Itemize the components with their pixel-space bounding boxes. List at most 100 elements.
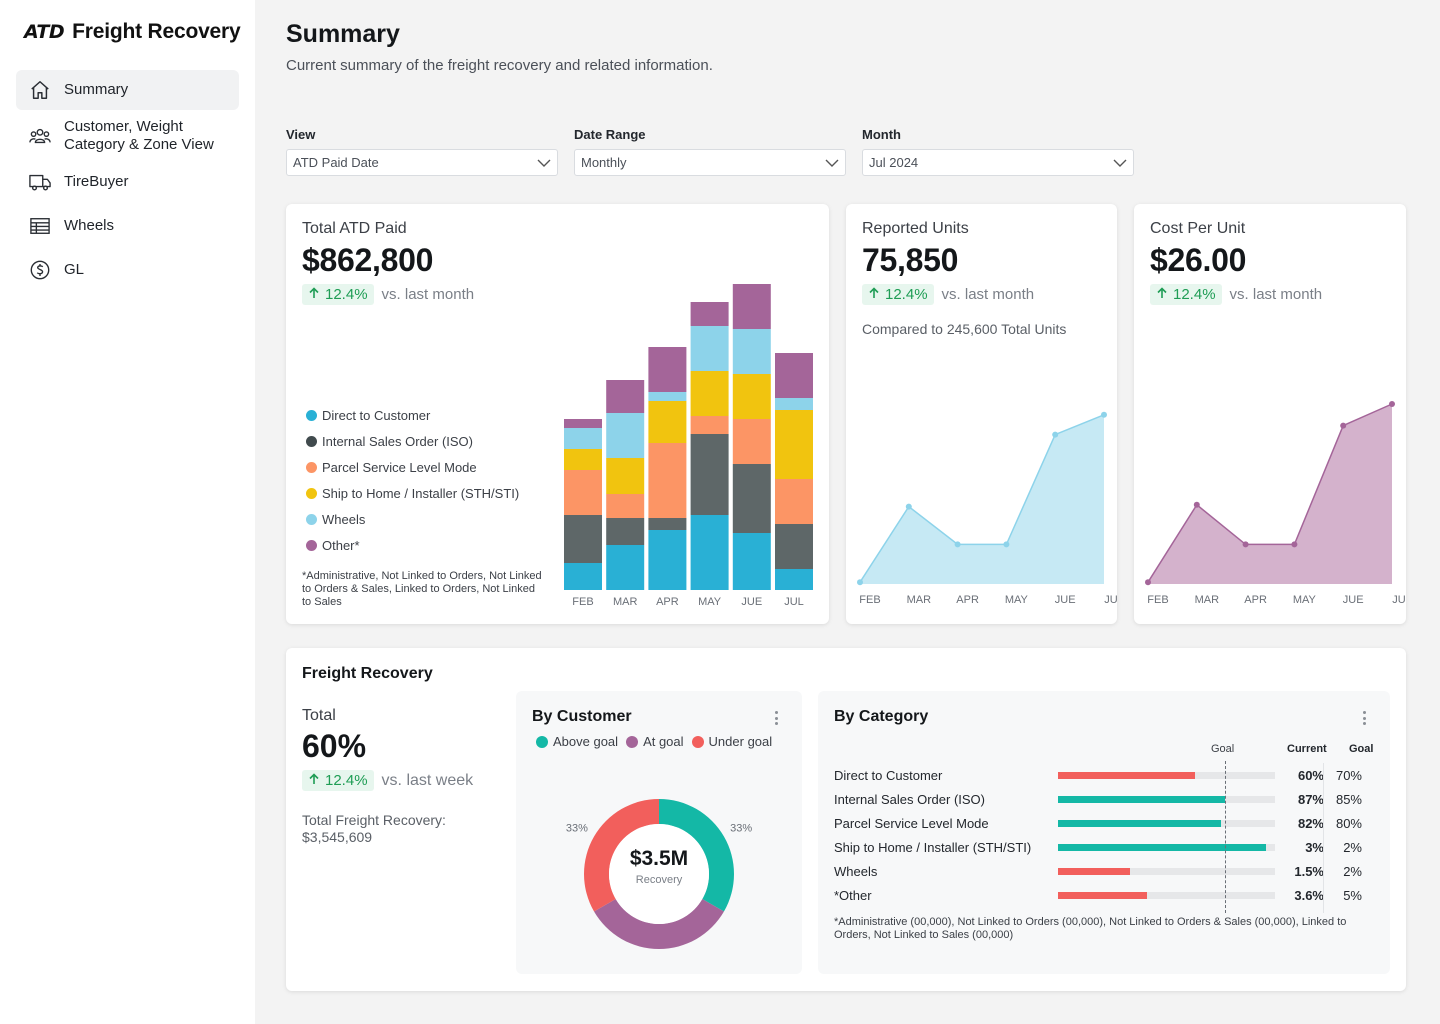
delta-value: 12.4% xyxy=(325,286,368,303)
bar-segment-iso-may[interactable] xyxy=(690,434,729,515)
bar-segment-parcel-may[interactable] xyxy=(690,416,729,434)
bar-segment-sth-apr[interactable] xyxy=(648,401,687,443)
bar-segment-iso-mar[interactable] xyxy=(606,518,645,545)
sidebar-item-label: GL xyxy=(64,261,85,278)
bar-segment-other-mar[interactable] xyxy=(606,380,645,413)
donut-slice-under-goal[interactable] xyxy=(584,799,659,912)
bar-segment-other-jul[interactable] xyxy=(775,353,813,398)
bar-segment-sth-jue[interactable] xyxy=(732,374,771,419)
chart-footnote: *Administrative, Not Linked to Orders, N… xyxy=(302,570,542,608)
category-table: Goal Current Goal Direct to Customer 60% 7… xyxy=(834,743,1374,913)
bar-segment-direct-may[interactable] xyxy=(690,515,729,590)
data-point-may[interactable] xyxy=(1291,541,1298,548)
users-icon xyxy=(28,124,52,148)
category-bar-fill xyxy=(1058,771,1195,779)
sidebar-item-customer-view[interactable]: Customer, Weight Category & Zone View xyxy=(16,114,239,158)
data-point-feb[interactable] xyxy=(857,579,863,586)
data-point-mar[interactable] xyxy=(905,503,912,510)
bar-segment-direct-mar[interactable] xyxy=(606,545,645,590)
chevron-down-icon xyxy=(825,155,839,170)
category-bar-fill xyxy=(1058,891,1147,899)
data-point-jul[interactable] xyxy=(1101,411,1107,418)
bar-segment-parcel-mar[interactable] xyxy=(606,494,645,518)
sidebar-item-gl[interactable]: GL xyxy=(16,250,239,290)
category-bar-fill xyxy=(1058,819,1221,827)
x-tick-label: JUE xyxy=(741,596,762,608)
month-filter-label: Month xyxy=(862,127,901,142)
bar-segment-sth-mar[interactable] xyxy=(606,458,645,494)
legend-item: Direct to Customer xyxy=(306,402,519,428)
donut-center-value: $3.5M xyxy=(629,847,689,870)
bar-segment-parcel-jul[interactable] xyxy=(775,479,813,524)
view-select-value: ATD Paid Date xyxy=(293,155,379,170)
bar-segment-direct-apr[interactable] xyxy=(648,530,687,590)
bar-segment-other-feb[interactable] xyxy=(564,419,602,428)
delta-value: 12.4% xyxy=(885,286,928,303)
brand[interactable]: ATD Freight Recovery xyxy=(24,20,241,44)
bar-segment-wheels-apr[interactable] xyxy=(648,392,687,401)
x-tick-label: JUE xyxy=(1343,594,1364,606)
legend-swatch xyxy=(306,513,317,525)
date-range-select[interactable]: Monthly xyxy=(574,149,846,176)
bar-segment-sth-may[interactable] xyxy=(690,371,729,416)
sidebar-item-wheels[interactable]: Wheels xyxy=(16,206,239,246)
bar-segment-iso-apr[interactable] xyxy=(648,518,687,530)
bar-segment-iso-feb[interactable] xyxy=(564,515,602,563)
bar-segment-iso-jue[interactable] xyxy=(732,464,771,533)
bar-segment-iso-jul[interactable] xyxy=(775,524,813,569)
data-point-mar[interactable] xyxy=(1193,501,1200,508)
delta-badge: 12.4% xyxy=(1150,284,1222,305)
delta-comparison: vs. last week xyxy=(381,771,474,789)
date-range-select-value: Monthly xyxy=(581,155,627,170)
view-select[interactable]: ATD Paid Date xyxy=(286,149,558,176)
sidebar-item-tirebuyer[interactable]: TireBuyer xyxy=(16,162,239,202)
data-point-may[interactable] xyxy=(1003,541,1010,548)
bar-segment-other-jue[interactable] xyxy=(732,284,771,329)
dollar-icon xyxy=(28,258,52,282)
legend-label: Internal Sales Order (ISO) xyxy=(322,433,473,449)
bar-segment-wheels-jul[interactable] xyxy=(775,398,813,410)
bar-segment-parcel-apr[interactable] xyxy=(648,443,687,518)
category-rows: Direct to Customer 60% 70% Internal Sales O… xyxy=(834,763,1374,907)
legend-swatch xyxy=(306,461,317,473)
category-bar-track xyxy=(1058,867,1275,875)
legend-label: Parcel Service Level Mode xyxy=(322,459,477,475)
bar-segment-direct-jue[interactable] xyxy=(732,533,771,590)
bar-segment-wheels-may[interactable] xyxy=(690,326,729,371)
more-options-icon[interactable] xyxy=(768,709,784,727)
category-footnote: *Administrative (00,000), Not Linked to … xyxy=(834,916,1347,941)
donut-center: $3.5M Recovery xyxy=(609,847,709,886)
legend-swatch xyxy=(306,539,317,551)
bar-segment-wheels-jue[interactable] xyxy=(732,329,771,374)
freight-total-value: 60% xyxy=(302,728,367,764)
sidebar-item-label: TireBuyer xyxy=(64,173,129,190)
bar-segment-direct-feb[interactable] xyxy=(564,563,602,590)
bar-segment-parcel-feb[interactable] xyxy=(564,470,602,515)
more-options-icon[interactable] xyxy=(1356,709,1372,727)
category-goal: 80% xyxy=(1335,815,1362,831)
x-tick-label: MAR xyxy=(1195,594,1220,606)
bar-segment-parcel-jue[interactable] xyxy=(732,419,771,464)
data-point-jue[interactable] xyxy=(1340,422,1347,429)
sidebar-item-summary[interactable]: Summary xyxy=(16,70,239,110)
bar-segment-sth-jul[interactable] xyxy=(775,410,813,479)
category-bar-track xyxy=(1058,891,1275,899)
bar-segment-wheels-feb[interactable] xyxy=(564,428,602,449)
home-icon xyxy=(28,78,52,102)
cost-per-unit-area-chart: FEB MAR APR MAY JUE JUL xyxy=(1145,401,1406,606)
donut-slice-above-goal[interactable] xyxy=(659,799,734,912)
data-point-apr[interactable] xyxy=(954,541,961,548)
month-select[interactable]: Jul 2024 xyxy=(862,149,1134,176)
data-point-feb[interactable] xyxy=(1145,579,1151,586)
category-row: Internal Sales Order (ISO) 87% 85% xyxy=(834,787,1374,811)
bar-segment-sth-feb[interactable] xyxy=(564,449,602,470)
data-point-jue[interactable] xyxy=(1052,431,1059,438)
x-tick-label: FEB xyxy=(572,596,593,608)
bar-segment-direct-jul[interactable] xyxy=(775,569,813,590)
data-point-jul[interactable] xyxy=(1389,401,1395,407)
bar-segment-other-may[interactable] xyxy=(690,302,729,326)
category-name: Direct to Customer xyxy=(834,767,943,783)
bar-segment-other-apr[interactable] xyxy=(648,347,687,392)
bar-segment-wheels-mar[interactable] xyxy=(606,413,645,458)
data-point-apr[interactable] xyxy=(1242,541,1249,548)
